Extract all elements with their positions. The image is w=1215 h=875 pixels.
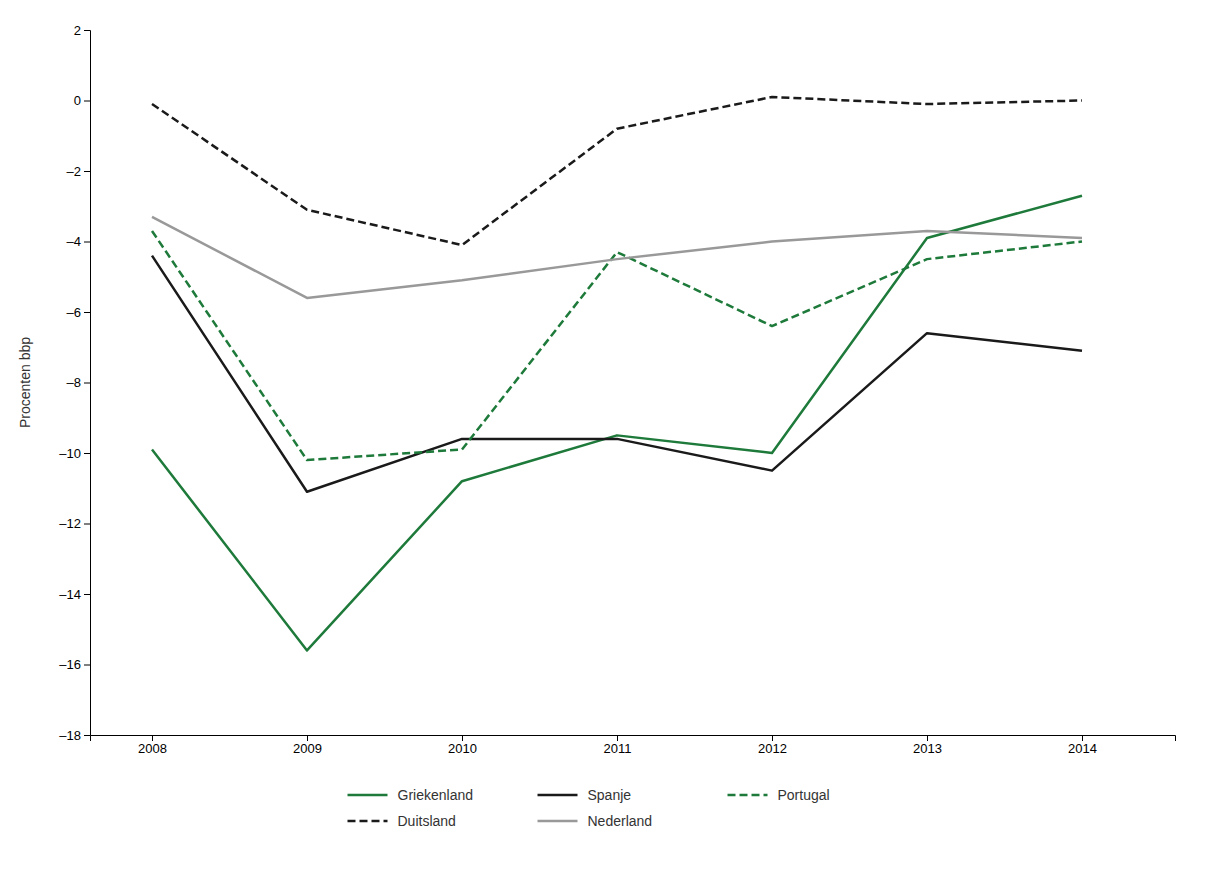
y-tick-label: –12 [59,516,81,531]
x-tick: 2012 [758,735,787,756]
x-tick-label: 2011 [604,741,632,756]
x-tick: 2009 [293,735,322,756]
x-tick-label: 2008 [138,741,167,756]
x-axis: 2008 2009 2010 2011 2012 2013 2014 [91,735,1176,756]
x-tick: 2010 [448,735,477,756]
y-tick: –2 [67,164,90,179]
legend-label: Duitsland [398,813,456,829]
y-tick-mark [84,383,90,384]
y-tick-mark [84,665,90,666]
legend-item: Spanje [538,787,632,803]
x-axis-line [91,736,1176,742]
series-line [152,217,1082,298]
y-tick-label: –8 [67,375,81,390]
legend-label: Griekenland [398,787,474,803]
y-tick-label: –4 [67,234,81,249]
y-tick: 0 [74,93,90,108]
chart: 2008 2009 2010 2011 2012 2013 2014 2 0 –2 –4 –6 –8 –1… [0,0,1215,875]
x-tick-mark [617,735,618,741]
y-tick-label: 2 [74,23,81,38]
legend-item: Duitsland [348,813,456,829]
legend-swatch [538,820,578,823]
y-tick: –14 [59,587,90,602]
legend-swatch [348,820,388,823]
y-tick-label: –6 [67,305,81,320]
y-axis-title: Procenten bbp [17,337,33,428]
legend-item: Portugal [728,787,830,803]
y-tick-mark [84,30,90,31]
series-line [152,231,1082,460]
legend-swatch [538,794,578,797]
y-tick-mark [84,735,90,736]
y-tick: –8 [67,375,90,390]
series-line [152,196,1082,651]
legend-label: Portugal [778,787,830,803]
series-line [152,97,1082,245]
lines [152,97,1082,650]
x-tick-mark [927,735,928,741]
x-tick: 2013 [913,735,942,756]
y-tick: –12 [59,516,90,531]
legend-item: Nederland [538,813,653,829]
x-tick-label: 2009 [293,741,322,756]
y-tick: 2 [74,23,90,38]
y-tick-label: 0 [74,93,81,108]
y-tick-mark [84,524,90,525]
y-tick-mark [84,242,90,243]
y-tick-mark [84,312,90,313]
y-tick: –4 [67,234,90,249]
x-tick: 2011 [604,735,632,756]
legend-swatch [728,794,768,797]
y-tick: –6 [67,305,90,320]
x-tick-label: 2012 [758,741,787,756]
plot: 2008 2009 2010 2011 2012 2013 2014 2 0 –2 –4 –6 –8 –1… [17,23,1176,757]
x-tick-label: 2014 [1068,741,1097,756]
legend: Griekenland Spanje Portugal Duitsland Nederl… [348,787,830,829]
x-tick: 2008 [138,735,167,756]
y-tick-mark [84,453,90,454]
y-tick-mark [84,594,90,595]
legend-label: Spanje [588,787,632,803]
legend-label: Nederland [588,813,653,829]
x-tick-mark [307,735,308,741]
y-tick-label: –2 [67,164,81,179]
x-tick-mark [462,735,463,741]
x-tick-mark [772,735,773,741]
y-tick-label: –16 [59,657,81,672]
y-tick: –16 [59,657,90,672]
y-tick-label: –18 [59,728,81,743]
x-tick-label: 2013 [913,741,942,756]
x-tick-label: 2010 [448,741,477,756]
y-tick-mark [84,171,90,172]
y-tick: –18 [59,728,90,743]
x-tick-mark [152,735,153,741]
y-axis: 2 0 –2 –4 –6 –8 –10 –12 –14 –16 –18 [59,23,90,743]
x-tick-mark [1082,735,1083,741]
legend-swatch [348,794,388,797]
y-tick-label: –10 [59,446,81,461]
legend-item: Griekenland [348,787,474,803]
y-axis-line [84,31,91,736]
y-tick-mark [84,101,90,102]
y-tick: –10 [59,446,90,461]
y-tick-label: –14 [59,587,81,602]
x-tick: 2014 [1068,735,1097,756]
